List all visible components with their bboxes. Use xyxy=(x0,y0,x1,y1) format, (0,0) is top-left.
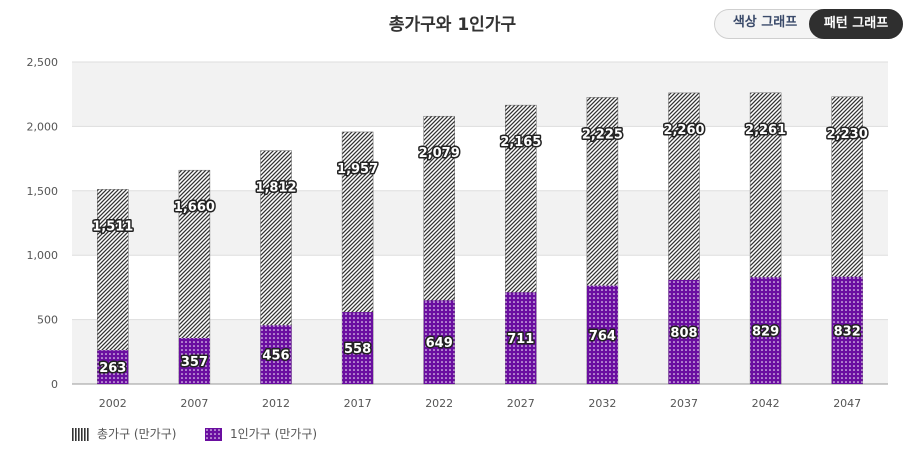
x-tick-label: 2037 xyxy=(670,397,698,410)
value-label-single-outline: 456 xyxy=(262,349,289,364)
value-label-single-text: 357 xyxy=(181,355,208,370)
value-label-single-outline: 357 xyxy=(181,355,208,370)
x-tick-label: 2047 xyxy=(833,397,861,410)
bar-single-2007[interactable] xyxy=(178,338,210,384)
value-label-single-text: 808 xyxy=(670,326,697,341)
value-label-single-outline: 649 xyxy=(426,336,453,351)
x-tick-label: 2017 xyxy=(344,397,372,410)
value-label-total-outline: 2,165 xyxy=(500,135,541,150)
x-tick-label: 2042 xyxy=(752,397,780,410)
value-label-single-text: 263 xyxy=(99,361,126,376)
value-label-single-text: 764 xyxy=(589,329,616,344)
bar-single-2002[interactable] xyxy=(97,350,129,384)
value-label-single-outline: 263 xyxy=(99,361,126,376)
x-tick-label: 2002 xyxy=(99,397,127,410)
value-label-total-text: 1,660 xyxy=(174,200,215,215)
value-label-total-outline: 2,260 xyxy=(663,123,704,138)
bar-single-2022[interactable] xyxy=(423,300,455,384)
value-label-single-outline: 764 xyxy=(589,329,616,344)
bar-single-2042[interactable] xyxy=(750,277,782,384)
x-tick-label: 2012 xyxy=(262,397,290,410)
value-label-single-text: 829 xyxy=(752,325,779,340)
value-label-total-outline: 1,660 xyxy=(174,200,215,215)
pattern-graph-button[interactable]: 패턴 그래프 xyxy=(809,9,903,39)
value-label-total-text: 1,812 xyxy=(255,181,296,196)
bar-single-2032[interactable] xyxy=(586,285,618,384)
value-label-total-outline: 1,957 xyxy=(337,162,378,177)
value-label-total-text: 1,957 xyxy=(337,162,378,177)
value-label-total-text: 2,261 xyxy=(745,123,786,138)
y-axis-labels: 0 500 1,000 1,500 2,000 2,500 xyxy=(27,56,59,391)
x-tick-label: 2032 xyxy=(588,397,616,410)
value-label-total-text: 2,225 xyxy=(582,127,623,142)
x-tick-label: 2022 xyxy=(425,397,453,410)
bar-single-2017[interactable] xyxy=(342,312,374,384)
value-label-single-outline: 558 xyxy=(344,342,371,357)
graph-mode-toggle: 색상 그래프 패턴 그래프 xyxy=(714,9,903,39)
y-tick-label: 1,500 xyxy=(27,185,59,198)
value-label-total-outline: 2,225 xyxy=(582,127,623,142)
value-label-total-text: 2,260 xyxy=(663,123,704,138)
chart-title: 총가구와 1인가구 xyxy=(388,15,517,35)
x-axis-labels: 2002 2007 2012 2017 2022 2027 2032 2037 2042 2047 xyxy=(99,397,861,410)
value-label-single-text: 649 xyxy=(426,336,453,351)
value-label-total-outline: 1,511 xyxy=(92,219,133,234)
bar-single-2027[interactable] xyxy=(505,292,537,384)
value-label-single-outline: 808 xyxy=(670,326,697,341)
value-label-single-outline: 829 xyxy=(752,325,779,340)
legend-label-total: 총가구 (만가구) xyxy=(97,427,177,441)
legend-swatch-single xyxy=(205,428,222,441)
value-label-single-text: 832 xyxy=(834,324,861,339)
y-tick-label: 1,000 xyxy=(27,249,59,262)
value-label-single-outline: 711 xyxy=(507,332,534,347)
value-label-total-text: 2,230 xyxy=(827,127,868,142)
y-tick-label: 0 xyxy=(51,378,58,391)
y-tick-label: 2,500 xyxy=(27,56,59,69)
y-tick-label: 500 xyxy=(37,314,58,327)
y-tick-label: 2,000 xyxy=(27,120,59,133)
value-label-total-outline: 1,812 xyxy=(255,181,296,196)
value-label-total-text: 2,165 xyxy=(500,135,541,150)
bar-single-2047[interactable] xyxy=(831,276,863,384)
value-label-single-text: 711 xyxy=(507,332,534,347)
value-label-single-text: 456 xyxy=(262,349,289,364)
value-label-single-text: 558 xyxy=(344,342,371,357)
value-label-total-outline: 2,261 xyxy=(745,123,786,138)
value-label-total-text: 1,511 xyxy=(92,219,133,234)
legend-label-single: 1인가구 (만가구) xyxy=(230,427,318,441)
legend-swatch-total xyxy=(72,428,89,441)
bar-single-2037[interactable] xyxy=(668,279,700,384)
value-label-total-outline: 2,230 xyxy=(827,127,868,142)
color-graph-button[interactable]: 색상 그래프 xyxy=(732,15,798,30)
value-label-total-text: 2,079 xyxy=(419,146,460,161)
x-tick-label: 2027 xyxy=(507,397,535,410)
bars xyxy=(97,92,863,385)
value-label-total-outline: 2,079 xyxy=(419,146,460,161)
bar-single-2012[interactable] xyxy=(260,325,292,384)
value-label-single-outline: 832 xyxy=(834,324,861,339)
x-tick-label: 2007 xyxy=(180,397,208,410)
